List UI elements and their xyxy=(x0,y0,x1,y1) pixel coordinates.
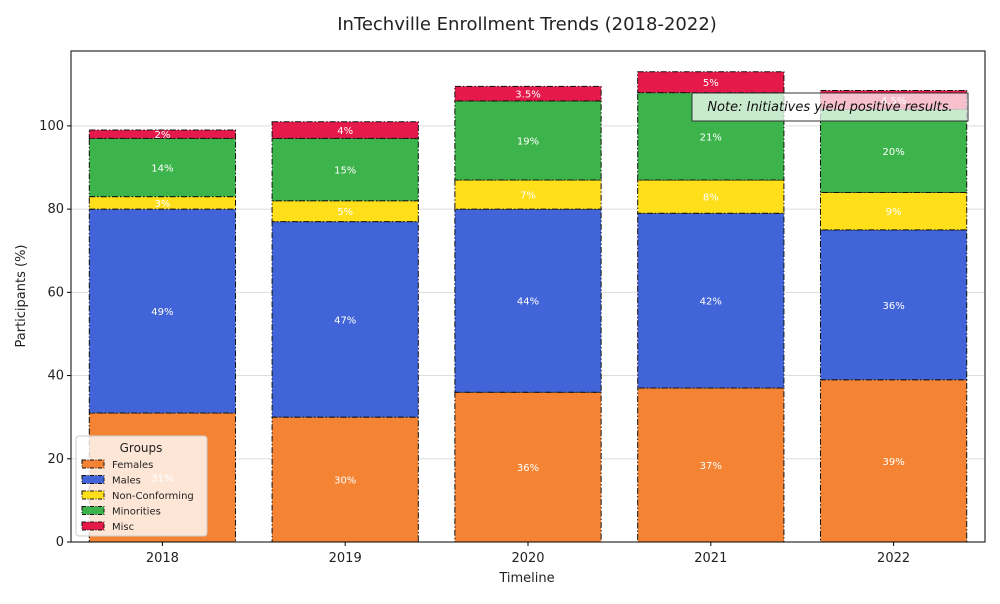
bar-females-2022 xyxy=(819,379,968,543)
y-tick-label-2: 40 xyxy=(47,369,64,384)
y-tick-label-4: 80 xyxy=(47,202,64,217)
legend-box xyxy=(75,435,208,537)
annotation: Note: Initiatives yield positive results… xyxy=(691,92,969,122)
legend-label-females: Females xyxy=(112,460,153,471)
legend-swatch-misc xyxy=(81,521,105,531)
bar-minorities-2022 xyxy=(819,108,968,193)
data-label-females-2021: 37% xyxy=(700,461,722,472)
bar-misc-2019 xyxy=(271,121,419,139)
data-label-males-2021: 42% xyxy=(700,297,722,308)
data-label-non-conforming-2020: 7% xyxy=(520,191,536,202)
y-tick-label-5: 100 xyxy=(39,119,64,134)
data-label-non-conforming-2022: 9% xyxy=(886,207,902,218)
x-tick-label-2018: 2018 xyxy=(146,551,179,566)
x-axis-label: Timeline xyxy=(498,571,554,586)
legend-label-misc: Misc xyxy=(112,522,134,533)
legend-label-non-conforming: Non-Conforming xyxy=(112,491,194,502)
data-label-minorities-2018: 14% xyxy=(151,164,173,175)
data-label-males-2019: 47% xyxy=(334,315,356,326)
x-tick-label-2019: 2019 xyxy=(329,551,362,566)
bar-females-2020 xyxy=(454,391,602,543)
data-label-misc-2020: 3.5% xyxy=(515,90,540,101)
x-tick-label-2022: 2022 xyxy=(877,551,910,566)
bar-misc-2020 xyxy=(454,85,602,102)
bar-females-2019 xyxy=(271,416,419,543)
legend-swatch-non-conforming xyxy=(81,490,105,500)
annotation-text: Note: Initiatives yield positive results… xyxy=(707,100,952,115)
legend-items: Females Males Non-Conforming Minorities Misc xyxy=(81,459,194,533)
y-axis-label: Participants (%) xyxy=(14,245,29,348)
x-axis: 2018 2019 2020 2021 2022 xyxy=(146,542,910,566)
data-label-males-2018: 49% xyxy=(151,307,173,318)
annotation-box xyxy=(691,92,969,122)
bar-non-conforming-2021 xyxy=(637,179,785,214)
data-label-non-conforming-2019: 5% xyxy=(337,207,353,218)
data-label-misc-2021: 5% xyxy=(703,78,719,89)
legend: Groups Females Males Non-Conforming Minorit… xyxy=(75,435,208,537)
y-tick-label-0: 0 xyxy=(56,535,64,550)
bar-males-2020 xyxy=(454,208,602,393)
data-label-males-2020: 44% xyxy=(517,297,539,308)
legend-swatch-minorities xyxy=(81,506,105,515)
legend-swatch-females xyxy=(81,459,105,469)
data-label-minorities-2022: 20% xyxy=(882,147,904,158)
bar-males-2022 xyxy=(819,229,968,381)
y-axis: 0 20 40 60 80 100 xyxy=(39,119,71,550)
data-label-males-2022: 36% xyxy=(882,301,904,312)
chart-title: InTechville Enrollment Trends (2018-2022… xyxy=(337,14,717,35)
data-label-non-conforming-2018: 3% xyxy=(154,199,170,210)
bar-minorities-2018 xyxy=(88,137,237,198)
data-label-females-2020: 36% xyxy=(517,463,539,474)
bar-minorities-2020 xyxy=(454,100,602,181)
bar-males-2019 xyxy=(271,221,419,418)
legend-label-males: Males xyxy=(112,476,141,487)
data-label-minorities-2020: 19% xyxy=(517,136,539,147)
y-tick-label-1: 20 xyxy=(47,452,64,467)
x-tick-label-2021: 2021 xyxy=(694,551,727,566)
x-tick-label-2020: 2020 xyxy=(511,551,544,566)
bar-non-conforming-2020 xyxy=(454,179,602,210)
bar-females-2021 xyxy=(637,387,785,543)
data-label-non-conforming-2021: 8% xyxy=(703,193,719,204)
legend-swatch-males xyxy=(81,475,105,484)
bars xyxy=(88,71,968,543)
data-label-minorities-2019: 15% xyxy=(334,166,356,177)
bar-misc-2018 xyxy=(88,129,237,139)
bar-minorities-2019 xyxy=(271,137,419,202)
data-label-females-2019: 30% xyxy=(334,476,356,487)
bar-non-conforming-2022 xyxy=(819,191,968,231)
y-tick-label-3: 60 xyxy=(47,285,64,300)
bar-males-2021 xyxy=(637,212,785,389)
legend-title: Groups xyxy=(120,441,163,455)
data-label-females-2022: 39% xyxy=(882,457,904,468)
bar-misc-2021 xyxy=(637,71,785,94)
data-label-minorities-2021: 21% xyxy=(700,132,722,143)
legend-label-minorities: Minorities xyxy=(112,507,161,518)
data-label-misc-2018: 2% xyxy=(154,130,170,141)
data-label-misc-2019: 4% xyxy=(337,126,353,137)
